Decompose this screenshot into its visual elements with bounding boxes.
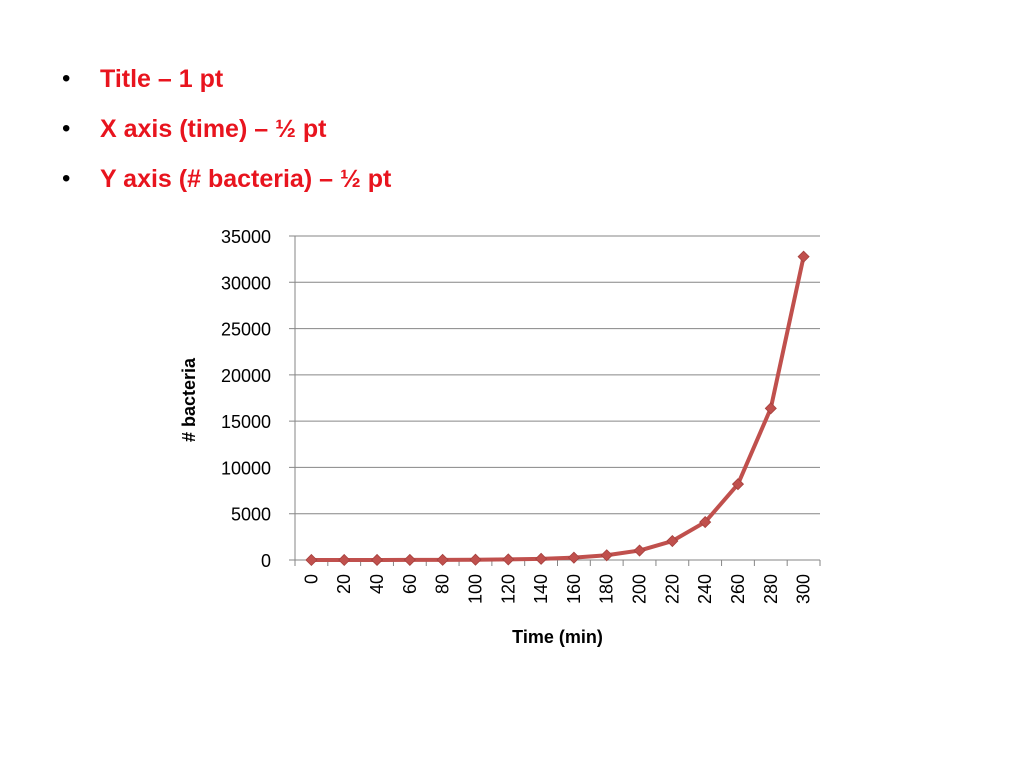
data-point-marker [567,551,580,564]
x-tick-label: 60 [400,574,420,594]
bullet-text: X axis (time) – ½ pt [100,115,327,143]
bullet-y-axis-points: • Y axis (# bacteria) – ½ pt [62,154,391,204]
data-point-marker [666,534,679,548]
x-tick-label: 200 [630,574,650,604]
x-tick-label: 220 [662,574,682,604]
x-tick-label: 280 [761,574,781,604]
y-tick-label: 35000 [221,227,271,247]
y-tick-label: 0 [261,551,271,571]
data-point-marker [633,544,646,557]
x-tick-label: 140 [531,574,551,604]
bullet-dot-icon: • [62,115,71,142]
x-tick-label: 40 [367,574,387,594]
x-tick-label: 300 [794,574,814,604]
data-point-marker [699,516,712,529]
x-tick-label: 0 [301,574,321,584]
x-tick-label: 100 [465,574,485,604]
data-point-marker [403,553,416,566]
data-point-marker [600,549,613,562]
x-axis-label: Time (min) [512,627,603,647]
bullet-text: Title – 1 pt [100,65,224,93]
x-tick-labels: 0 20 40 60 80 100 120 140 160 180 200 220 240 260 280 3… [294,560,821,604]
data-point-marker [797,250,810,263]
bullet-dot-icon: • [62,65,71,92]
y-tick-label: 30000 [221,273,271,293]
x-tick-label: 240 [695,574,715,604]
y-axis-label: # bacteria [179,357,199,442]
bullet-dot-icon: • [62,165,71,192]
data-point-marker [436,553,449,566]
x-tick-label: 80 [433,574,453,594]
bullet-list: • Title – 1 pt • X axis (time) – ½ pt • … [62,54,391,204]
data-point-marker [370,553,384,567]
y-tick-label: 5000 [231,505,271,525]
data-point-marker [338,553,351,567]
y-tick-label: 20000 [221,366,271,386]
series-line [311,256,806,562]
y-tick-label: 25000 [221,320,271,340]
y-tick-label: 10000 [221,458,271,478]
bullet-text: Y axis (# bacteria) – ½ pt [100,165,392,193]
y-tick-labels: 0 5000 10000 15000 20000 25000 30000 35000 [221,227,271,571]
data-point-marker [731,478,745,491]
data-markers [305,250,810,567]
y-tick-label: 15000 [221,412,271,432]
x-tick-label: 120 [498,574,518,604]
x-tick-label: 260 [728,574,748,604]
gridlines [289,235,820,561]
bullet-title-points: • Title – 1 pt [62,54,391,104]
bullet-x-axis-points: • X axis (time) – ½ pt [62,104,391,154]
x-tick-label: 180 [597,574,617,604]
x-tick-label: 20 [334,574,354,594]
x-tick-label: 160 [564,574,584,604]
data-point-marker [764,402,777,415]
data-point-marker [305,553,318,567]
data-point-marker [469,553,482,566]
data-point-marker [535,552,548,565]
data-point-marker [502,553,515,566]
